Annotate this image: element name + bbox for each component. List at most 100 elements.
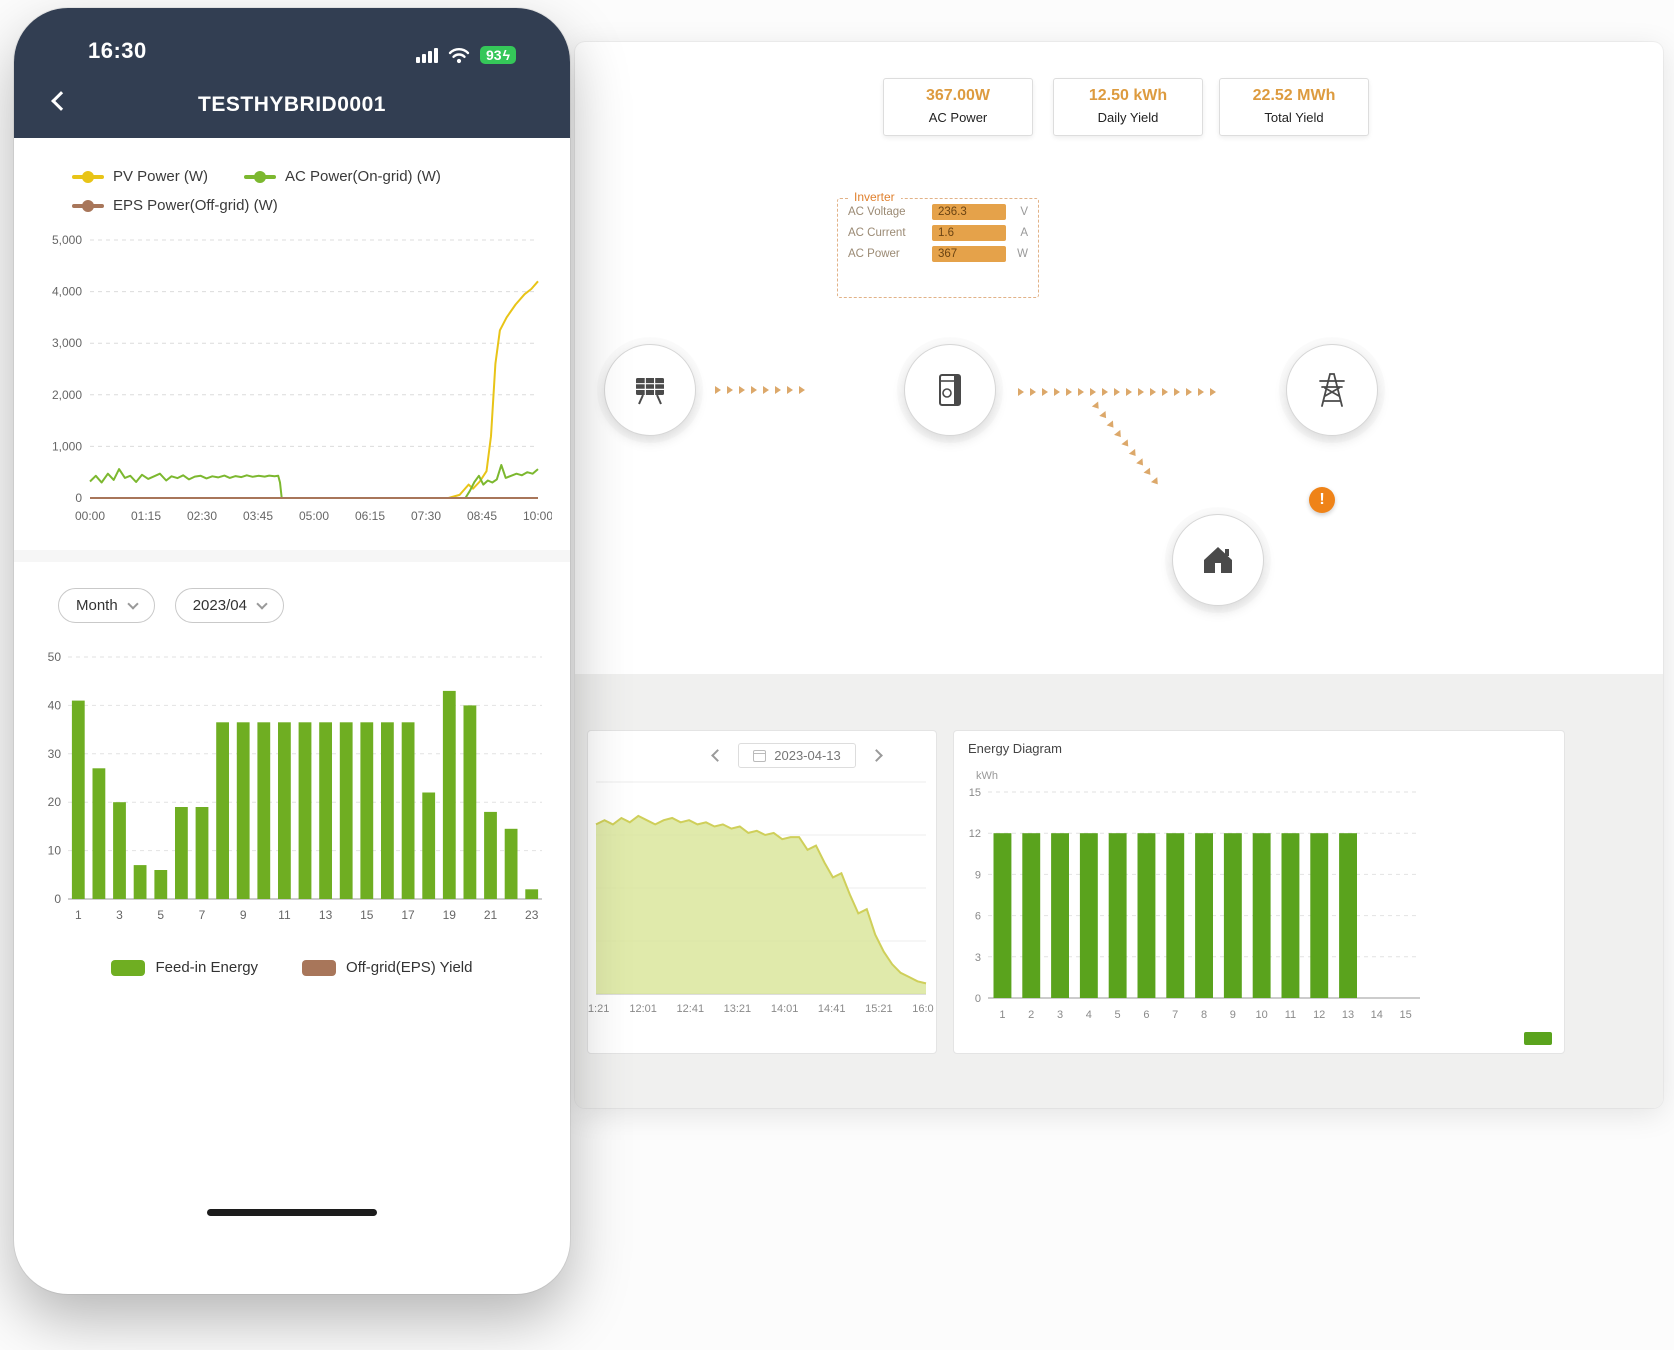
ac-power-value: 367.00W: [925, 87, 991, 104]
back-icon[interactable]: [51, 91, 71, 111]
charging-bolt-icon: ϟ: [502, 47, 510, 63]
svg-text:3,000: 3,000: [52, 336, 82, 350]
svg-text:3: 3: [1057, 1009, 1063, 1021]
legend-item-feed-in[interactable]: Feed-in Energy: [111, 959, 258, 976]
svg-text:4,000: 4,000: [52, 285, 82, 299]
svg-text:15: 15: [360, 908, 374, 922]
grid-tower-icon: [1319, 373, 1345, 407]
energy-legend-swatch[interactable]: [1524, 1032, 1552, 1045]
eps-legend-marker: [72, 199, 104, 212]
flow-node-inverter[interactable]: [904, 344, 996, 436]
svg-text:06:15: 06:15: [355, 509, 385, 523]
energy-axis-unit: kWh: [976, 770, 998, 782]
stat-card-daily-yield: 12.50 kWh Daily Yield: [1053, 78, 1203, 136]
svg-text:5: 5: [157, 908, 164, 922]
svg-text:07:30: 07:30: [411, 509, 441, 523]
svg-text:0: 0: [975, 993, 981, 1005]
feed-in-swatch: [111, 959, 146, 976]
flow-node-grid[interactable]: [1286, 344, 1378, 436]
svg-text:23: 23: [525, 908, 539, 922]
solar-panel-icon: [636, 378, 664, 405]
svg-text:7: 7: [199, 908, 206, 922]
flow-node-home[interactable]: [1172, 514, 1264, 606]
svg-text:40: 40: [48, 698, 62, 712]
battery-percent: 93: [486, 47, 502, 63]
svg-text:11: 11: [1285, 1009, 1296, 1021]
svg-text:3: 3: [116, 908, 123, 922]
date-value: 2023-04-13: [774, 748, 841, 763]
flow-arrow-inverter-to-grid: [1018, 385, 1222, 399]
total-yield-value: 22.52 MWh: [1252, 87, 1336, 104]
svg-text:8: 8: [1201, 1009, 1207, 1021]
svg-text:6: 6: [1143, 1009, 1149, 1021]
period-dropdown[interactable]: Month: [58, 588, 155, 623]
total-yield-label: Total Yield: [1264, 110, 1324, 125]
inverter-info-panel: Inverter AC Voltage 236.3 V AC Current 1…: [837, 190, 1039, 298]
daily-power-area-chart[interactable]: 11:21 12:01 12:41 13:21 14:01 14:41 15:21 16:01: [588, 768, 934, 1020]
energy-diagram-panel: Energy Diagram kWh 0 3 6 9 12 15 1 2 3 4 5 6 7 8 9 10 11…: [953, 730, 1565, 1054]
svg-text:19: 19: [443, 908, 457, 922]
status-bar: 16:30 93 ϟ: [14, 8, 570, 72]
legend-item-pv-power[interactable]: PV Power (W): [72, 168, 208, 185]
chevron-down-icon: [256, 597, 268, 610]
svg-text:3: 3: [975, 952, 981, 964]
svg-text:17: 17: [401, 908, 415, 922]
svg-text:7: 7: [1172, 1009, 1178, 1021]
calendar-icon: [753, 749, 767, 762]
home-icon: [1204, 547, 1232, 573]
device-title: TESTHYBRID0001: [198, 93, 386, 116]
chevron-down-icon: [127, 597, 139, 610]
svg-text:13:21: 13:21: [724, 1003, 752, 1015]
dashboard-lower-zone: 2023-04-13 11:21 12:01 12:41 13:21 14:01 14:4…: [575, 674, 1663, 1108]
ac-voltage-value: 236.3: [932, 204, 1006, 220]
period-dropdown-value: Month: [76, 597, 118, 614]
daily-curve-panel: 2023-04-13 11:21 12:01 12:41 13:21 14:01 14:4…: [587, 730, 937, 1054]
chart-filters: Month 2023/04: [58, 588, 570, 623]
power-chart-legend: PV Power (W) AC Power(On-grid) (W) EPS P…: [72, 168, 512, 214]
svg-text:5: 5: [1115, 1009, 1121, 1021]
inverter-panel-title: Inverter: [848, 190, 901, 204]
svg-text:5,000: 5,000: [52, 233, 82, 247]
flow-node-solar[interactable]: [604, 344, 696, 436]
feed-in-label: Feed-in Energy: [155, 959, 259, 976]
svg-text:12:01: 12:01: [629, 1003, 657, 1015]
home-indicator[interactable]: [207, 1209, 377, 1216]
svg-text:16:01: 16:01: [912, 1003, 934, 1015]
wifi-icon: [448, 47, 470, 63]
svg-text:15:21: 15:21: [865, 1003, 893, 1015]
svg-text:14:01: 14:01: [771, 1003, 799, 1015]
inverter-icon: [939, 374, 961, 406]
next-day-button[interactable]: [869, 749, 883, 762]
flow-arrow-to-home: [1089, 400, 1167, 494]
ac-voltage-unit: V: [1020, 206, 1028, 218]
svg-text:15: 15: [1399, 1009, 1411, 1021]
eps-yield-swatch: [302, 959, 337, 976]
prev-day-button[interactable]: [711, 749, 725, 762]
eps-legend-label: EPS Power(Off-grid) (W): [113, 197, 278, 214]
energy-diagram-title: Energy Diagram: [968, 741, 1062, 756]
flow-arrow-solar-to-inverter: [715, 383, 811, 397]
warning-icon[interactable]: !: [1309, 487, 1335, 513]
svg-text:12: 12: [969, 828, 981, 840]
month-dropdown[interactable]: 2023/04: [174, 588, 284, 623]
power-line-chart[interactable]: 0 1,000 2,000 3,000 4,000 5,000 00:00 01:15 02:3…: [32, 228, 552, 528]
svg-text:2,000: 2,000: [52, 388, 82, 402]
svg-text:11:21: 11:21: [588, 1003, 609, 1015]
legend-item-ac-power[interactable]: AC Power(On-grid) (W): [244, 168, 441, 185]
svg-text:30: 30: [48, 747, 62, 761]
svg-text:12: 12: [1313, 1009, 1325, 1021]
phone-mockup: 16:30 93 ϟ TESTHYBRID0001: [14, 8, 570, 1294]
inverter-row-ac-voltage: AC Voltage 236.3 V: [838, 199, 1038, 220]
ac-current-unit: A: [1020, 227, 1028, 239]
inverter-row-ac-current: AC Current 1.6 A: [838, 220, 1038, 241]
ac-legend-label: AC Power(On-grid) (W): [285, 168, 441, 185]
ac-voltage-label: AC Voltage: [848, 206, 906, 218]
pv-legend-marker: [72, 170, 104, 183]
legend-item-eps-yield[interactable]: Off-grid(EPS) Yield: [302, 959, 473, 976]
svg-text:00:00: 00:00: [75, 509, 105, 523]
date-picker[interactable]: 2023-04-13: [738, 743, 856, 768]
legend-item-eps-power[interactable]: EPS Power(Off-grid) (W): [72, 197, 278, 214]
svg-text:9: 9: [1230, 1009, 1236, 1021]
